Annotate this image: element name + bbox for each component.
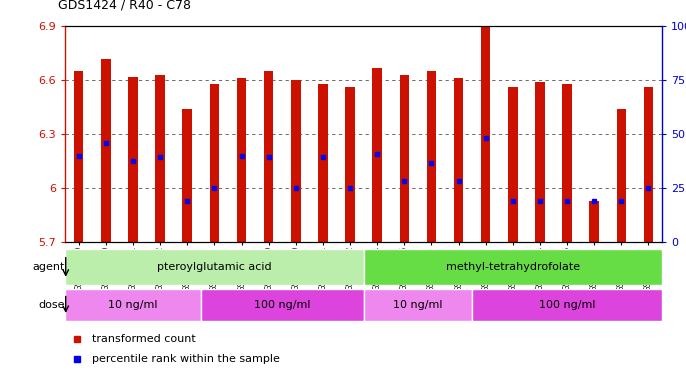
Bar (472, 289, 662, 321)
Text: pteroylglutamic acid: pteroylglutamic acid (157, 262, 272, 272)
Bar (643, 87, 653, 242)
Text: 100 ng/ml: 100 ng/ml (539, 300, 595, 310)
Bar (101, 58, 110, 242)
Bar (364, 289, 472, 321)
Bar (128, 76, 138, 242)
Text: methyl-tetrahydrofolate: methyl-tetrahydrofolate (446, 262, 580, 272)
Text: 10 ng/ml: 10 ng/ml (393, 300, 442, 310)
Text: 10 ng/ml: 10 ng/ml (108, 300, 158, 310)
Bar (372, 68, 382, 242)
Bar (65, 289, 201, 321)
Text: 100 ng/ml: 100 ng/ml (254, 300, 311, 310)
Bar (264, 71, 274, 242)
Bar (399, 75, 409, 242)
Bar (345, 87, 355, 242)
Bar (364, 249, 662, 285)
Text: transformed count: transformed count (92, 334, 196, 344)
Bar (563, 84, 572, 242)
Bar (535, 82, 545, 242)
Bar (508, 87, 517, 242)
Bar (210, 84, 219, 242)
Bar (237, 78, 246, 242)
Bar (318, 84, 328, 242)
Bar (201, 289, 364, 321)
Text: percentile rank within the sample: percentile rank within the sample (92, 354, 280, 364)
Text: dose: dose (38, 300, 65, 310)
Text: agent: agent (33, 262, 65, 272)
Bar (481, 26, 490, 242)
Bar (182, 109, 192, 242)
Bar (453, 78, 463, 242)
Bar (589, 201, 599, 242)
Bar (617, 109, 626, 242)
Bar (74, 71, 84, 242)
Bar (427, 71, 436, 242)
Bar (291, 80, 300, 242)
Text: GDS1424 / R40 - C78: GDS1424 / R40 - C78 (58, 0, 191, 11)
Bar (65, 249, 364, 285)
Bar (155, 75, 165, 242)
